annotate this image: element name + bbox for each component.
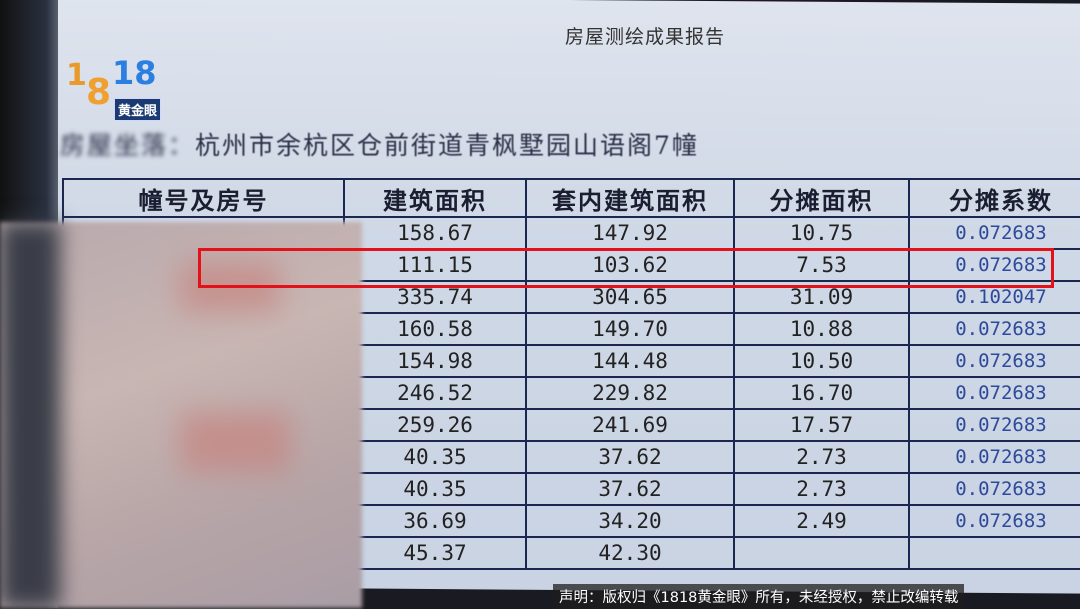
cell-interior-area: 37.62 [525,472,735,506]
cell-shared-coefficient: 0.072683 [908,408,1080,442]
address-label: 房屋坐落： [60,131,196,160]
cell-building-area: 45.37 [343,536,527,570]
cell-building-area: 160.58 [343,312,527,346]
cell-shared-coefficient: 0.072683 [908,472,1080,506]
cell-interior-area: 37.62 [525,440,735,474]
cell-shared-area: 10.50 [733,344,910,378]
cell-building-area: 154.98 [343,344,527,378]
address-value: 杭州市余杭区仓前街道青枫墅园山语阁7幢 [195,131,699,160]
header-unit: 幢号及房号 [62,178,345,218]
cell-building-area: 40.35 [343,440,527,474]
header-building-area: 建筑面积 [343,178,527,218]
cell-interior-area: 149.70 [525,312,735,346]
highlight-box [198,248,1054,288]
property-address: 房屋坐落：杭州市余杭区仓前街道青枫墅园山语阁7幢 [60,126,699,162]
logo-tag: 黄金眼 [114,98,162,121]
header-interior-area: 套内建筑面积 [525,178,735,218]
cell-building-area: 158.67 [343,216,527,250]
cell-shared-area: 2.49 [733,504,910,538]
cell-shared-coefficient: 0.072683 [908,344,1080,378]
copyright-notice: 声明：版权归《1818黄金眼》所有，未经授权，禁止改编转载 [553,584,965,609]
cell-shared-area: 17.57 [733,408,910,442]
cell-shared-area: 16.70 [733,376,910,410]
cell-shared-coefficient: 0.072683 [908,216,1080,250]
report-title: 房屋测绘成果报告 [565,26,726,48]
table-header-row: 幢号及房号 建筑面积 套内建筑面积 分摊面积 分摊系数 [62,178,1080,218]
cell-shared-coefficient: 0.072683 [908,440,1080,474]
table-row: 335.74 304.65 31.09 0.102047 [62,280,1080,314]
cell-building-area: 40.35 [343,472,527,506]
1818-logo: 1 8 18 黄金眼 [66,54,176,122]
cell-interior-area: 34.20 [525,504,735,538]
cell-interior-area: 144.48 [525,344,735,378]
cell-interior-area: 241.69 [525,408,735,442]
cell-interior-area: 42.30 [525,536,735,570]
cell-shared-area: 10.75 [733,216,910,250]
cell-building-area: 36.69 [343,504,527,538]
cell-shared-coefficient: 0.072683 [908,504,1080,538]
cell-shared-area: 10.88 [733,312,910,346]
cell-shared-area [733,536,910,570]
cell-building-area: 259.26 [343,408,527,442]
header-shared-area: 分摊面积 [733,178,910,218]
cell-shared-coefficient: 0.072683 [908,312,1080,346]
cell-interior-area: 229.82 [525,376,735,410]
cell-shared-coefficient [908,536,1080,570]
cell-building-area: 246.52 [343,376,527,410]
cell-shared-area: 2.73 [733,472,910,506]
cell-interior-area: 147.92 [525,216,735,250]
cell-shared-coefficient: 0.072683 [908,376,1080,410]
cell-shared-area: 2.73 [733,440,910,474]
header-shared-coefficient: 分摊系数 [908,178,1080,218]
